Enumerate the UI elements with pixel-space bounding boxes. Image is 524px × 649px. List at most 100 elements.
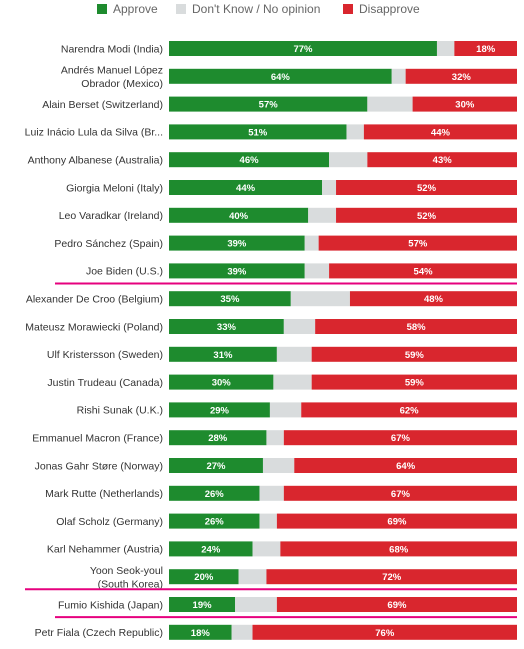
bar-approve [169, 541, 253, 557]
data-label-approve: 35% [220, 294, 240, 305]
bar-dont-know [290, 291, 350, 307]
data-label-disapprove: 43% [433, 155, 453, 166]
bar-disapprove [318, 235, 517, 251]
row-label: Luiz Inácio Lula da Silva (Br... [25, 127, 163, 139]
row-label: Ulf Kristersson (Sweden) [47, 349, 163, 361]
legend-swatch-dont-know [176, 4, 186, 14]
bar-dont-know [276, 346, 312, 362]
data-label-approve: 64% [271, 72, 291, 83]
data-label-disapprove: 44% [431, 127, 451, 138]
bar-approve [169, 291, 291, 307]
row-label: Joe Biden (U.S.) [86, 266, 163, 278]
legend-swatch-approve [97, 4, 107, 14]
bar-dont-know [367, 96, 413, 112]
bar-approve [169, 207, 309, 223]
bar-dont-know [238, 569, 267, 585]
data-label-disapprove: 52% [417, 183, 437, 194]
bar-dont-know [304, 235, 319, 251]
row-label: Mark Rutte (Netherlands) [45, 488, 163, 500]
legend-item-disapprove: Disapprove [343, 2, 420, 16]
legend-item-approve: Approve [97, 2, 158, 16]
row-label: Mateusz Morawiecki (Poland) [25, 321, 163, 333]
data-label-approve: 29% [210, 405, 230, 416]
bar-dont-know [329, 152, 368, 168]
bar-dont-know [235, 597, 277, 612]
data-label-disapprove: 76% [375, 628, 395, 639]
bar-dont-know [262, 458, 295, 473]
row-label: Fumio Kishida (Japan) [58, 599, 163, 611]
bar-disapprove [311, 374, 517, 390]
data-label-disapprove: 68% [389, 544, 409, 555]
row-label: Narendra Modi (India) [61, 43, 163, 55]
bar-dont-know [283, 319, 316, 334]
bar-approve [169, 68, 392, 84]
bar-disapprove [405, 68, 517, 84]
row-label: Yoon Seok-youl [90, 565, 163, 577]
data-label-approve: 77% [293, 44, 313, 55]
bar-disapprove [454, 41, 517, 56]
bar-disapprove [266, 569, 517, 585]
bar-disapprove [276, 513, 517, 529]
bar-approve [169, 346, 277, 362]
data-label-approve: 44% [236, 183, 256, 194]
bar-approve [169, 235, 305, 251]
bar-approve [169, 96, 368, 112]
row-label: Alain Berset (Switzerland) [42, 99, 163, 111]
data-label-approve: 31% [213, 350, 233, 361]
data-label-disapprove: 67% [391, 433, 411, 444]
bar-dont-know [266, 430, 284, 446]
row-label: Leo Varadkar (Ireland) [59, 210, 163, 222]
data-label-disapprove: 62% [400, 405, 420, 416]
bar-dont-know [269, 402, 302, 418]
bar-disapprove [283, 430, 517, 446]
bar-approve [169, 263, 305, 279]
data-label-disapprove: 59% [405, 350, 425, 361]
data-label-approve: 39% [227, 266, 247, 277]
data-label-approve: 51% [248, 127, 268, 138]
data-label-disapprove: 48% [424, 294, 444, 305]
bar-disapprove [336, 207, 517, 223]
data-label-approve: 26% [205, 489, 225, 500]
bar-approve [169, 430, 267, 446]
bar-dont-know [273, 374, 312, 390]
data-label-disapprove: 52% [417, 211, 437, 222]
bar-disapprove [363, 124, 517, 140]
row-label: Obrador (Mexico) [81, 78, 163, 90]
bar-dont-know [346, 124, 364, 140]
row-label: Justin Trudeau (Canada) [47, 377, 163, 389]
bar-approve [169, 485, 260, 501]
data-label-approve: 33% [217, 322, 237, 333]
data-label-disapprove: 69% [387, 517, 407, 528]
data-label-disapprove: 30% [455, 100, 475, 111]
data-label-disapprove: 59% [405, 378, 425, 389]
bar-dont-know [322, 180, 337, 195]
data-label-disapprove: 72% [382, 572, 402, 583]
bar-approve [169, 513, 260, 529]
data-label-disapprove: 57% [408, 239, 428, 250]
data-label-disapprove: 64% [396, 461, 416, 472]
row-label: (South Korea) [98, 578, 163, 590]
row-label: Olaf Scholz (Germany) [56, 516, 163, 528]
legend-label-disapprove: Disapprove [359, 2, 420, 16]
bar-approve [169, 319, 284, 334]
bar-disapprove [336, 180, 517, 195]
data-label-approve: 27% [206, 461, 226, 472]
bar-disapprove [315, 319, 517, 334]
data-label-approve: 18% [191, 628, 211, 639]
bar-dont-know [304, 263, 330, 279]
row-label: Rishi Sunak (U.K.) [77, 405, 163, 417]
row-label: Petr Fiala (Czech Republic) [35, 627, 163, 639]
bar-disapprove [349, 291, 517, 307]
bar-disapprove [329, 263, 517, 279]
bar-dont-know [259, 513, 277, 529]
data-label-disapprove: 18% [476, 44, 496, 55]
data-label-approve: 19% [193, 600, 213, 611]
data-label-disapprove: 32% [452, 72, 472, 83]
bar-disapprove [283, 485, 517, 501]
row-label: Pedro Sánchez (Spain) [54, 238, 163, 250]
row-label: Andrés Manuel López [61, 64, 163, 76]
bar-approve [169, 458, 263, 473]
data-label-approve: 40% [229, 211, 249, 222]
bar-dont-know [252, 541, 281, 557]
data-label-approve: 28% [208, 433, 228, 444]
